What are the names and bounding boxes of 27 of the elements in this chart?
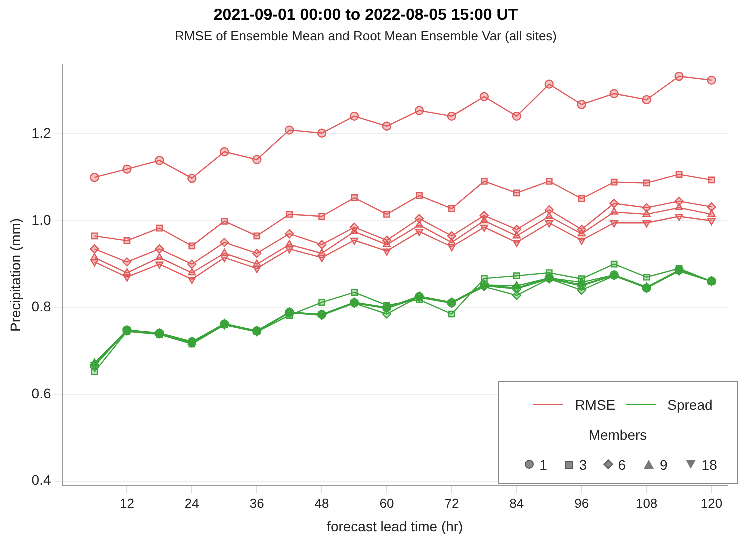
annotation: 18: [702, 456, 718, 473]
x-tick-label: 48: [314, 496, 330, 511]
x-tick-label: 108: [636, 496, 658, 511]
chart-title: 2021-09-01 00:00 to 2022-08-05 15:00 UT: [214, 7, 518, 24]
legend-label: RMSE: [575, 396, 616, 413]
x-tick-label: 72: [444, 496, 460, 511]
legend-label: Spread: [668, 396, 713, 413]
legend-title: Members: [588, 426, 648, 445]
y-tick-label: 0.4: [32, 472, 52, 488]
y-axis-title: Precipitation (mm): [7, 218, 24, 332]
x-tick-label: 60: [380, 496, 394, 511]
x-tick-label: 120: [700, 496, 723, 511]
annotation: 9: [660, 456, 668, 473]
annotation: 6: [618, 456, 626, 473]
y-tick-label: 1.2: [32, 125, 52, 142]
x-axis-title: forecast lead time (hr): [327, 518, 464, 534]
annotation: 3: [579, 456, 588, 473]
chart-subtitle: RMSE of Ensemble Mean and Root Mean Ensemble Var (all sites): [175, 28, 557, 44]
x-tick-label: 84: [510, 496, 524, 511]
y-tick-label: 0.6: [32, 385, 52, 402]
y-tick-label: 0.8: [32, 298, 52, 315]
x-tick-label: 24: [184, 496, 200, 511]
x-tick-label: 12: [120, 496, 134, 511]
x-tick-label: 36: [250, 496, 264, 511]
x-tick-label: 96: [574, 496, 590, 511]
y-tick-label: 1.0: [32, 212, 52, 228]
annotation: 1: [540, 456, 548, 473]
